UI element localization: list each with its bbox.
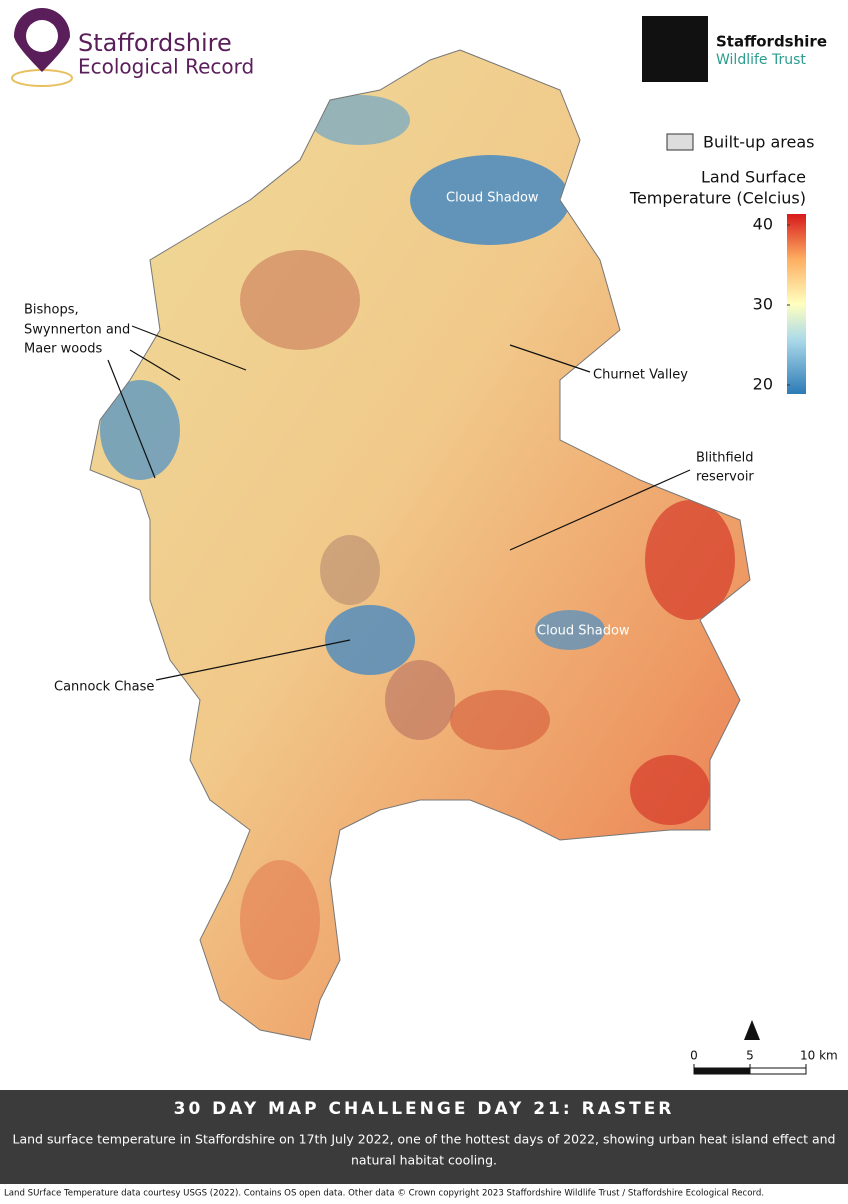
annotation: Cannock Chase: [54, 680, 154, 695]
logo-text: Wildlife Trust: [716, 52, 806, 68]
footer-title: 30 DAY MAP CHALLENGE DAY 21: RASTER: [174, 1099, 675, 1119]
legend-tick-label: 40: [753, 215, 773, 234]
ser-logo: [11, 8, 73, 87]
swt-logo: [642, 16, 708, 82]
legend-label: Built-up areas: [703, 133, 814, 152]
logo-text: Staffordshire: [78, 29, 232, 57]
annotation: Cloud Shadow: [446, 191, 539, 206]
color-ramp: [787, 214, 806, 394]
footer-caption: Land surface temperature in Staffordshir…: [12, 1132, 835, 1147]
scale-label: 0: [690, 1049, 698, 1063]
annotation: Blithfield: [696, 451, 754, 466]
annotation: Swynnerton and: [24, 323, 130, 338]
logo-text: Staffordshire: [716, 33, 827, 51]
annotation: Cloud Shadow: [537, 624, 630, 639]
legend-tick-label: 30: [753, 295, 773, 314]
annotation: Churnet Valley: [593, 368, 688, 383]
legend-title: Land Surface: [701, 168, 806, 187]
scale-segment: [749, 1067, 807, 1075]
annotation: reservoir: [696, 470, 754, 485]
footer-caption: natural habitat cooling.: [351, 1153, 497, 1168]
legend-tick-label: 20: [753, 375, 773, 394]
north-arrow: [744, 1020, 760, 1040]
annotation: Maer woods: [24, 342, 102, 357]
scale-label: 10 km: [800, 1049, 838, 1063]
legend-title: Temperature (Celcius): [629, 189, 806, 208]
scale-segment: [693, 1067, 751, 1075]
leader-lines: [107, 325, 691, 681]
legend-swatch: [666, 133, 694, 151]
footer-band: [0, 1090, 848, 1184]
annotation: Bishops,: [24, 303, 79, 318]
logo-text: Ecological Record: [78, 55, 254, 79]
credit: Land SUrface Temperature data courtesy U…: [4, 1189, 764, 1199]
scale-label: 5: [746, 1049, 754, 1063]
